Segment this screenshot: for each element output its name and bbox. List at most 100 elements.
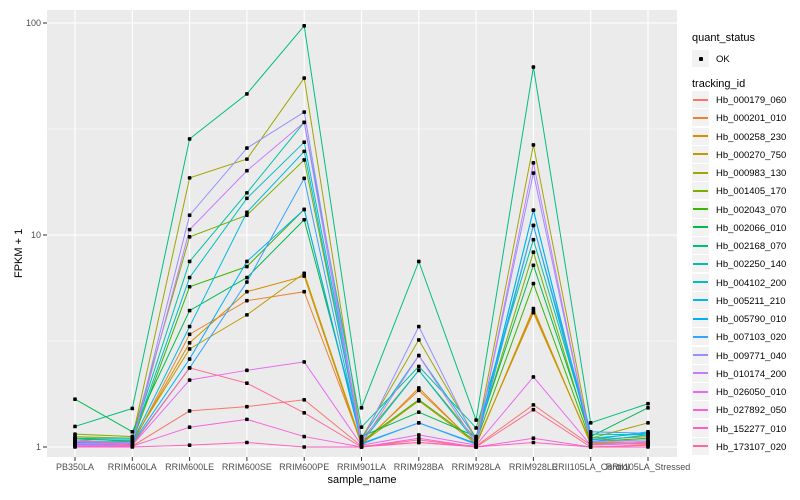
legend-item-label: Hb_004102_200 (716, 277, 787, 289)
data-point (73, 397, 77, 402)
legend-item-Hb_010174_200: Hb_010174_200 (692, 364, 800, 382)
data-point (531, 440, 536, 445)
legend-item-Hb_000983_130: Hb_000983_130 (692, 164, 800, 181)
legend: quant_status OK tracking_id Hb_000179_06… (692, 0, 800, 500)
legend-key-box (692, 109, 709, 127)
legend-line-swatch (693, 408, 708, 411)
data-point (187, 176, 192, 180)
legend-item-Hb_000201_010: Hb_000201_010 (692, 109, 800, 127)
legend-line-swatch (693, 390, 708, 393)
data-point (73, 438, 77, 442)
data-point (588, 445, 593, 449)
legend-item-Hb_002043_070: Hb_002043_070 (692, 200, 800, 218)
data-point (187, 443, 192, 447)
data-point (245, 191, 249, 195)
legend-key-box (692, 91, 709, 108)
quant-status-ok-label: OK (716, 54, 730, 65)
data-point (130, 406, 135, 411)
data-point (187, 324, 192, 329)
data-point (646, 401, 650, 406)
legend-line-swatch (693, 171, 708, 174)
data-point (245, 168, 249, 173)
legend-key-box (692, 145, 709, 163)
legend-key-box (692, 50, 709, 67)
legend-line-swatch (693, 208, 708, 210)
x-tick-label: RRIM600PE (279, 462, 330, 472)
legend-key-box (692, 437, 709, 455)
legend-line-swatch (693, 135, 708, 137)
data-point (302, 140, 306, 144)
legend-item-label: Hb_000983_130 (716, 168, 787, 179)
data-point (359, 436, 364, 441)
legend-item-label: Hb_000258_230 (716, 131, 787, 143)
legend-item-label: Hb_005211_210 (716, 295, 786, 307)
x-tick-label: RRIM901LA (336, 462, 387, 472)
data-point (187, 425, 192, 429)
data-point (359, 425, 364, 429)
legend-key-box (692, 419, 709, 437)
data-point (245, 313, 249, 317)
data-point (187, 227, 192, 232)
data-point (531, 403, 536, 407)
data-point (417, 259, 421, 264)
legend-key-box (692, 182, 709, 200)
data-point (417, 364, 421, 369)
data-point (531, 143, 536, 147)
data-point (588, 429, 593, 434)
legend-line-swatch (693, 281, 708, 283)
legend-key-box (692, 164, 709, 181)
data-point (187, 378, 192, 382)
legend-item-label: Hb_000270_750 (716, 149, 787, 161)
x-tick-label: RRII105LA_Stressed (605, 462, 691, 472)
data-point (302, 207, 306, 212)
legend-item-Hb_026050_010: Hb_026050_010 (692, 383, 800, 400)
data-point (417, 433, 421, 437)
data-point (302, 289, 306, 294)
x-tick-label: RRIM600LE (165, 462, 215, 472)
legend-item-label: Hb_009771_040 (716, 350, 787, 362)
y-tick-label: 100 (25, 18, 41, 28)
data-point (359, 445, 364, 449)
legend-item-Hb_152277_010: Hb_152277_010 (692, 419, 800, 437)
x-tick-label: RRII105LA_Control (551, 462, 630, 472)
data-point (531, 171, 536, 175)
data-point (302, 120, 306, 125)
data-point (417, 438, 421, 442)
legend-item-Hb_001405_170: Hb_001405_170 (692, 182, 800, 200)
legend-key-box (692, 346, 709, 364)
legend-item-Hb_000258_230: Hb_000258_230 (692, 127, 800, 145)
data-point (302, 360, 306, 364)
x-tick-label: PB350LA (55, 462, 95, 472)
legend-line-swatch (693, 98, 708, 101)
data-point (646, 406, 650, 410)
legend-key-box (692, 328, 709, 346)
legend-item-Hb_004102_200: Hb_004102_200 (692, 273, 800, 291)
legend-line-swatch (693, 244, 708, 247)
data-point (531, 208, 536, 212)
legend-line-swatch (693, 427, 708, 429)
legend-item-Hb_009771_040: Hb_009771_040 (692, 346, 800, 364)
data-point (646, 443, 650, 447)
data-point (531, 375, 536, 379)
data-point (359, 406, 364, 410)
legend-key-box (692, 383, 709, 400)
data-point (245, 196, 249, 201)
legend-line-swatch (693, 189, 708, 192)
data-point (474, 436, 478, 441)
legend-item-Hb_000179_060: Hb_000179_060 (692, 91, 800, 108)
data-point (531, 65, 536, 69)
data-point (302, 397, 306, 402)
legend-item-Hb_005211_210: Hb_005211_210 (692, 291, 800, 309)
point-icon (698, 56, 703, 61)
data-point (245, 280, 249, 284)
legend-item-label: Hb_002043_070 (716, 204, 787, 216)
legend-item-label: Hb_001405_170 (716, 186, 787, 198)
data-point (417, 397, 421, 402)
legend-key-box (692, 310, 709, 327)
legend-line-swatch (693, 354, 708, 356)
data-point (187, 357, 192, 361)
data-point (187, 341, 192, 345)
data-point (245, 264, 249, 269)
legend-item-label: Hb_173107_020 (716, 441, 787, 453)
